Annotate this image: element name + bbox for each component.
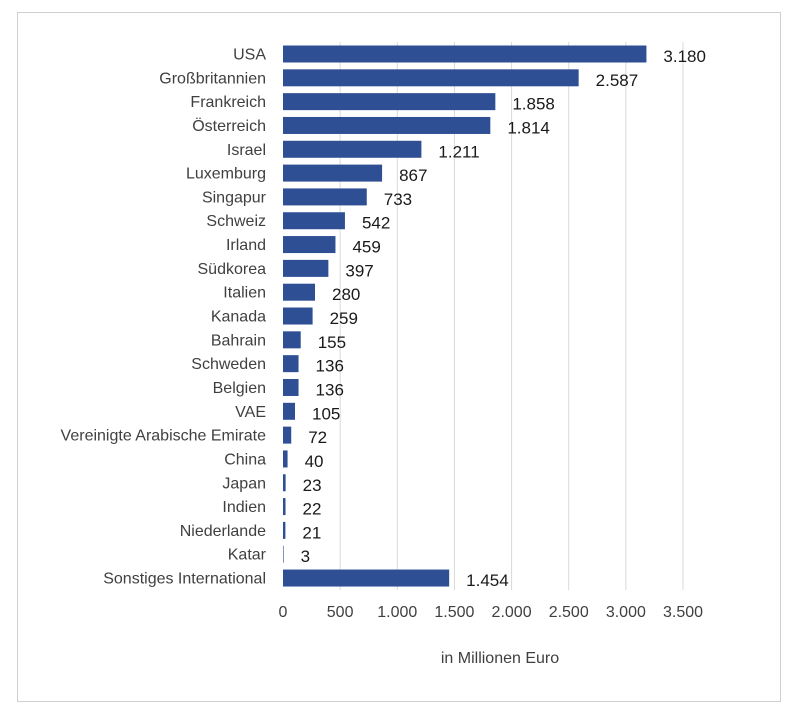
bar xyxy=(283,93,496,111)
x-tick-label: 2.500 xyxy=(549,604,589,621)
x-tick-label: 2.000 xyxy=(492,604,532,621)
bar xyxy=(283,307,313,325)
category-label: Schweden xyxy=(191,356,266,373)
value-label: 1.211 xyxy=(438,142,479,161)
category-label: Österreich xyxy=(192,117,266,135)
x-tick-label: 500 xyxy=(327,604,354,621)
bar xyxy=(283,69,579,87)
value-label: 1.814 xyxy=(507,118,550,137)
bar xyxy=(283,426,292,444)
category-label: Indien xyxy=(222,499,266,516)
bar xyxy=(283,450,288,468)
value-label: 136 xyxy=(316,380,344,399)
category-label: China xyxy=(224,451,266,468)
x-tick-label: 3.500 xyxy=(663,604,703,621)
value-label: 2.587 xyxy=(596,71,639,90)
x-tick-label: 0 xyxy=(279,604,288,621)
value-labels: 3.180 2.587 1.858 1.814 1.211 867 733 542 459 397… xyxy=(301,47,706,590)
category-label: Luxemburg xyxy=(186,166,266,183)
bar xyxy=(283,236,336,254)
bar xyxy=(283,116,491,134)
bars xyxy=(283,45,647,587)
value-label: 23 xyxy=(303,476,322,495)
value-label: 867 xyxy=(399,166,427,185)
category-label: Irland xyxy=(226,237,266,254)
value-label: 1.858 xyxy=(512,95,555,114)
bar xyxy=(283,140,422,158)
category-label: Singapur xyxy=(202,189,267,206)
value-label: 542 xyxy=(362,214,390,233)
value-label: 3.180 xyxy=(663,47,706,66)
bar xyxy=(283,498,286,516)
category-label: Israel xyxy=(227,142,266,159)
category-label: Katar xyxy=(228,547,267,564)
value-label: 3 xyxy=(301,547,310,566)
value-label: 259 xyxy=(330,309,358,328)
category-label: Niederlande xyxy=(180,523,266,540)
bar xyxy=(283,331,301,349)
category-label: Bahrain xyxy=(211,332,266,349)
value-label: 1.454 xyxy=(466,571,509,590)
x-tick-label: 1.500 xyxy=(434,604,474,621)
bar xyxy=(283,521,286,539)
x-tick-label: 3.000 xyxy=(606,604,646,621)
category-label: Vereinigte Arabische Emirate xyxy=(61,428,267,445)
value-label: 40 xyxy=(305,452,324,471)
bar xyxy=(283,212,345,230)
bar xyxy=(283,188,367,206)
bar xyxy=(283,545,284,563)
value-label: 136 xyxy=(316,357,344,376)
category-labels: USA Großbritannien Frankreich Österreich Isr… xyxy=(61,47,267,588)
value-label: 155 xyxy=(318,333,346,352)
value-label: 459 xyxy=(352,238,380,257)
x-axis-title: in Millionen Euro xyxy=(441,650,559,667)
bar xyxy=(283,45,647,63)
value-label: 733 xyxy=(384,190,412,209)
bar xyxy=(283,164,383,182)
value-label: 280 xyxy=(332,285,360,304)
bar xyxy=(283,355,299,373)
bar xyxy=(283,259,329,277)
category-label: Schweiz xyxy=(206,213,266,230)
category-label: Japan xyxy=(222,475,266,492)
value-label: 72 xyxy=(308,428,327,447)
category-label: Belgien xyxy=(213,380,266,397)
bar xyxy=(283,378,299,396)
category-label: Großbritannien xyxy=(159,70,266,87)
category-label: Italien xyxy=(223,285,266,302)
bar xyxy=(283,569,450,587)
category-label: VAE xyxy=(235,404,266,421)
category-label: Kanada xyxy=(211,309,266,326)
x-axis-tick-labels: 0 500 1.000 1.500 2.000 2.500 3.000 3.500 xyxy=(279,604,704,621)
bar xyxy=(283,283,315,301)
category-label: USA xyxy=(233,47,266,64)
bar xyxy=(283,402,295,420)
value-label: 22 xyxy=(303,500,322,519)
value-label: 105 xyxy=(312,404,340,423)
category-label: Frankreich xyxy=(190,94,266,111)
value-label: 21 xyxy=(302,523,321,542)
category-label: Südkorea xyxy=(198,261,267,278)
value-label: 397 xyxy=(345,261,373,280)
category-label: Sonstiges International xyxy=(103,571,266,588)
bar xyxy=(283,474,286,492)
x-tick-label: 1.000 xyxy=(377,604,417,621)
